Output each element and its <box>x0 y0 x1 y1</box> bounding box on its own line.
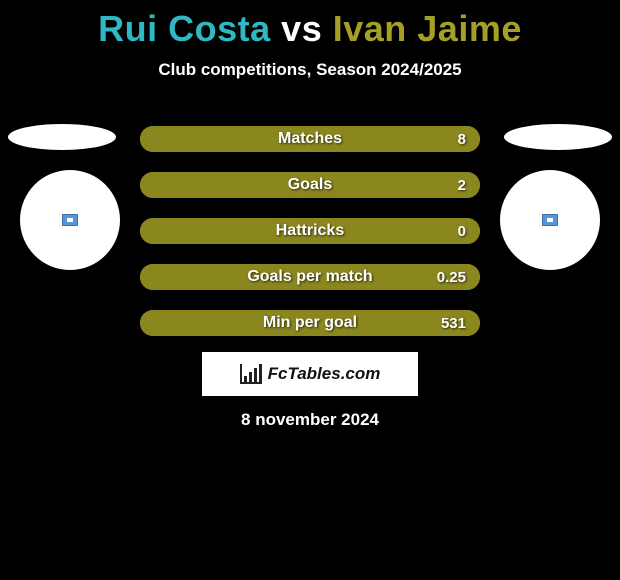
stat-value: 0.25 <box>437 264 466 290</box>
player1-avatar-circle <box>20 170 120 270</box>
player2-placeholder-icon <box>542 214 558 226</box>
stat-bar: Goals2 <box>140 172 480 198</box>
stat-bar: Goals per match0.25 <box>140 264 480 290</box>
stat-bar: Matches8 <box>140 126 480 152</box>
stat-label: Min per goal <box>140 310 480 336</box>
player1-shadow-ellipse <box>8 124 116 150</box>
player1-name: Rui Costa <box>98 8 271 49</box>
stat-label: Matches <box>140 126 480 152</box>
source-logo: FcTables.com <box>202 352 418 396</box>
comparison-title: Rui Costa vs Ivan Jaime <box>0 0 620 50</box>
logo-chart-icon <box>240 364 262 384</box>
stats-bars: Matches8Goals2Hattricks0Goals per match0… <box>140 126 480 356</box>
subtitle: Club competitions, Season 2024/2025 <box>0 60 620 80</box>
player1-placeholder-icon <box>62 214 78 226</box>
date: 8 november 2024 <box>0 410 620 430</box>
stat-label: Hattricks <box>140 218 480 244</box>
player2-shadow-ellipse <box>504 124 612 150</box>
stat-label: Goals <box>140 172 480 198</box>
player2-avatar-circle <box>500 170 600 270</box>
stat-value: 8 <box>458 126 466 152</box>
stat-label: Goals per match <box>140 264 480 290</box>
stat-value: 2 <box>458 172 466 198</box>
stat-value: 531 <box>441 310 466 336</box>
stat-bar: Hattricks0 <box>140 218 480 244</box>
logo-text: FcTables.com <box>268 364 381 384</box>
stat-value: 0 <box>458 218 466 244</box>
vs-separator: vs <box>281 8 322 49</box>
player2-name: Ivan Jaime <box>333 8 522 49</box>
stat-bar: Min per goal531 <box>140 310 480 336</box>
